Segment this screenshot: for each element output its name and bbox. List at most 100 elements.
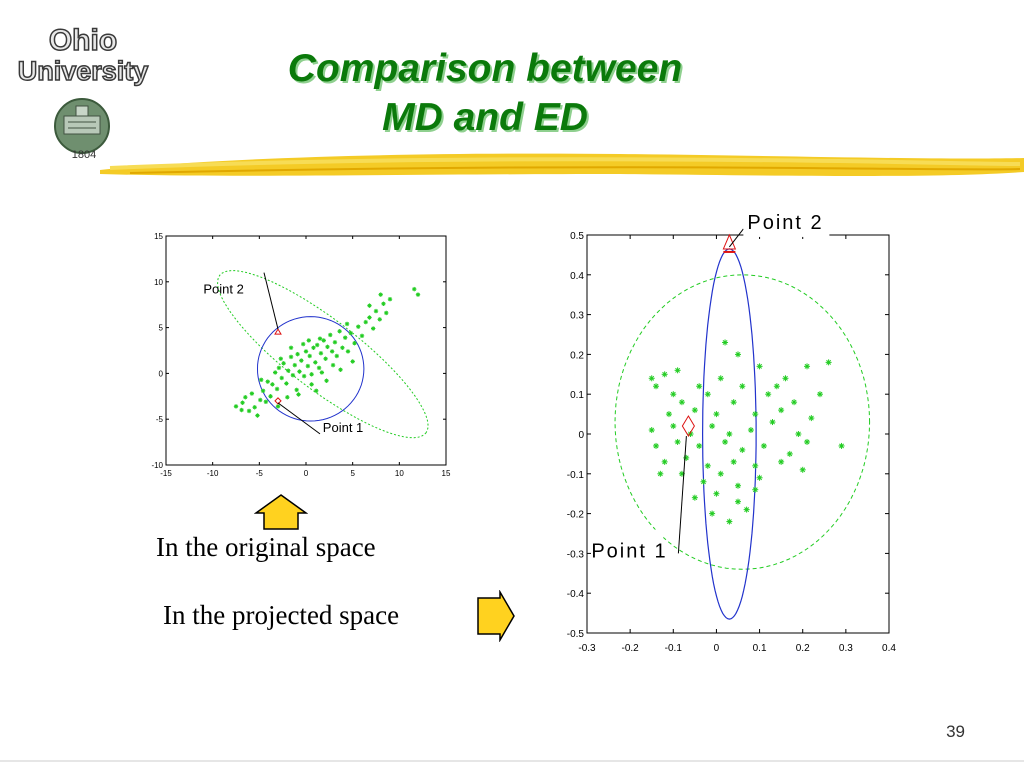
y-tick-label: -0.2 [567,510,585,521]
data-point [648,375,655,382]
point-stroke [653,443,659,449]
data-point [381,301,386,306]
point-stroke [363,320,368,324]
x-tick-label: -10 [207,469,219,478]
y-tick-label: -10 [151,461,163,470]
data-point [263,399,269,404]
data-point [674,438,681,445]
data-point [752,462,759,469]
data-point [345,349,351,354]
point-stroke [752,463,758,469]
data-point [321,338,326,343]
point-stroke [275,387,279,391]
point-stroke [783,375,788,381]
point-stroke [731,399,737,405]
data-point [799,466,806,473]
logo-line2: University [18,56,149,86]
slide-title-line1: Comparison between [287,47,683,90]
page-number: 39 [946,722,965,741]
data-point [315,342,320,348]
data-point [324,378,329,383]
data-point [299,358,304,363]
point-stroke [774,383,780,389]
point-stroke [360,333,364,338]
point-1-label-bg [591,529,664,556]
data-point [661,458,668,465]
point-stroke [297,369,302,374]
point-stroke [761,443,767,449]
point-stroke [662,459,668,465]
data-point [782,375,789,382]
point-stroke [343,335,348,340]
x-tick-label: 0 [714,643,720,654]
mahalanobis-ellipse [217,270,429,439]
data-point [240,400,245,405]
point-stroke [306,338,311,343]
y-tick-label: -5 [156,415,164,424]
data-point [760,442,767,449]
point-2-leader [728,228,744,248]
point-stroke [770,419,775,425]
data-point [739,446,746,453]
point-stroke [325,344,330,349]
point-stroke [255,413,260,418]
data-point [278,356,283,361]
point-stroke [305,364,310,368]
data-point [717,470,724,477]
euclidean-circle [256,316,365,422]
data-point [674,367,681,374]
point-stroke [735,483,741,489]
point-stroke [649,427,655,433]
point-stroke [701,479,706,485]
x-tick-label: -0.3 [578,643,596,654]
point-stroke [348,331,353,335]
x-tick-label: 5 [350,469,355,478]
data-point [268,394,273,399]
data-point [804,438,811,445]
data-point [773,383,780,390]
data-point [804,363,811,370]
data-point [265,379,270,384]
data-point [696,442,703,449]
point-stroke [315,343,320,347]
point-stroke [757,363,763,369]
point-2-marker [722,233,737,250]
data-point [412,286,417,292]
data-point [786,450,793,457]
point-stroke [722,340,728,345]
data-point [338,367,343,372]
point-stroke [649,375,655,381]
point-stroke [371,326,376,331]
y-tick-label: 0 [159,369,164,378]
point-stroke [367,315,372,320]
slide-title: Comparison between MD and ED [170,44,800,142]
point-stroke [752,411,758,417]
x-tick-label: 0.3 [839,643,853,654]
point-stroke [388,297,392,302]
point-stroke [258,398,263,402]
point-stroke [367,303,372,308]
point-stroke [744,507,750,513]
data-point [670,423,677,430]
data-point [384,310,389,316]
point-stroke [331,363,335,368]
point-stroke [309,372,314,377]
point-stroke [787,451,793,457]
data-point [756,363,763,370]
point-stroke [304,349,308,354]
point-stroke [709,423,715,429]
point-stroke [289,355,293,359]
point-stroke [384,311,389,315]
data-point [717,375,724,382]
footer-divider [0,760,1024,762]
point-stroke [718,471,724,477]
point-stroke [416,292,420,297]
point-stroke [350,359,355,364]
data-point [258,397,263,403]
data-point [286,368,291,373]
slide-title-line2: MD and ED [382,96,588,139]
y-tick-label: 0.5 [570,231,584,242]
point-stroke [337,329,342,334]
data-point [306,338,311,343]
data-point [301,373,307,379]
